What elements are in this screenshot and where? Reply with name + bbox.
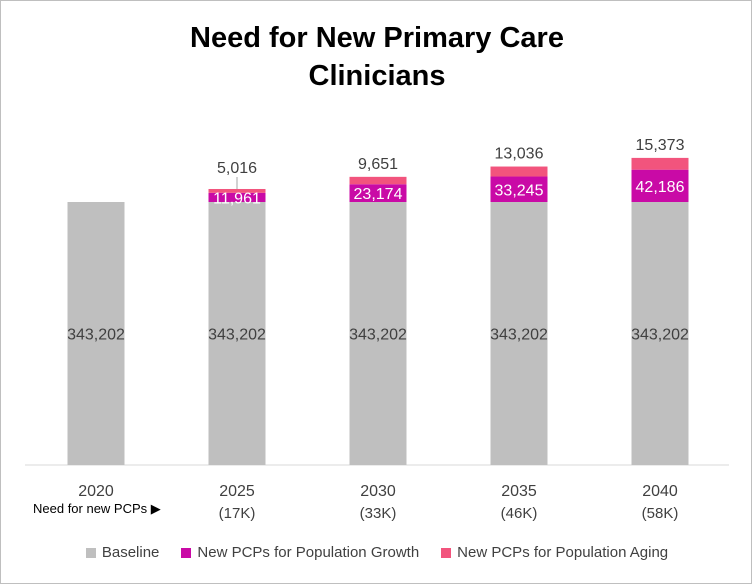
bar-aging-2040: [631, 157, 689, 170]
legend-item-growth: New PCPs for Population Growth: [181, 544, 419, 561]
chart-title-line-1: Need for New Primary Care: [190, 22, 564, 54]
data-label-aging-2040: 15,373: [636, 137, 685, 154]
legend-label-baseline: Baseline: [101, 544, 160, 561]
data-label-baseline-2020: 343,202: [67, 327, 125, 344]
bar-growth-2040: [631, 169, 689, 202]
legend-swatch-growth: [181, 547, 192, 558]
legend-item-baseline: Baseline: [85, 544, 160, 561]
legend-label-aging: New PCPs for Population Aging: [457, 544, 669, 561]
x-sublabel-2035: (46K): [501, 505, 538, 522]
legend-swatch-aging: [441, 547, 452, 558]
data-label-growth-2025: 11,961: [213, 190, 261, 207]
data-label-growth-2035: 33,245: [495, 182, 544, 199]
x-tick-label-2040: 2040: [642, 483, 678, 500]
bar-growth-2025: [208, 192, 266, 202]
data-label-baseline-2025: 343,202: [208, 327, 266, 344]
bar-baseline-2035: [490, 202, 548, 465]
data-label-aging-2025: 5,016: [217, 160, 257, 177]
bar-growth-2035: [490, 176, 548, 202]
bar-baseline-2030: [349, 202, 407, 465]
data-label-growth-2040: 42,186: [636, 179, 685, 196]
x-sublabel-2025: (17K): [219, 505, 256, 522]
chart-title: Need for New Primary Care Clinicians: [1, 19, 751, 95]
data-label-aging-2035: 13,036: [495, 146, 544, 163]
bar-aging-2030: [349, 176, 407, 185]
bar-baseline-2025: [208, 202, 266, 465]
bar-baseline-2040: [631, 202, 689, 465]
data-label-growth-2030: 23,174: [354, 186, 403, 203]
x-sublabel-2040: (58K): [642, 505, 679, 522]
legend-label-growth: New PCPs for Population Growth: [197, 544, 420, 561]
chart-title-line-2: Clinicians: [308, 60, 446, 92]
x-tick-label-2025: 2025: [219, 483, 255, 500]
legend-swatch-baseline: [85, 547, 96, 558]
bar-aging-2035: [490, 166, 548, 177]
bar-aging-2025: [208, 188, 266, 193]
need-label: Need for new PCPs ▶: [33, 501, 161, 516]
x-tick-label-2020: 2020: [78, 483, 114, 500]
bar-baseline-2020: [67, 202, 125, 465]
data-label-baseline-2030: 343,202: [349, 327, 407, 344]
legend-item-aging: New PCPs for Population Aging: [441, 544, 668, 561]
data-label-aging-2030: 9,651: [358, 156, 398, 173]
legend: Baseline New PCPs for Population Growth …: [1, 544, 751, 561]
x-tick-label-2035: 2035: [501, 483, 537, 500]
x-sublabel-2030: (33K): [360, 505, 397, 522]
x-tick-label-2030: 2030: [360, 483, 396, 500]
data-label-baseline-2035: 343,202: [490, 327, 548, 344]
data-label-baseline-2040: 343,202: [631, 327, 689, 344]
bar-growth-2030: [349, 184, 407, 202]
